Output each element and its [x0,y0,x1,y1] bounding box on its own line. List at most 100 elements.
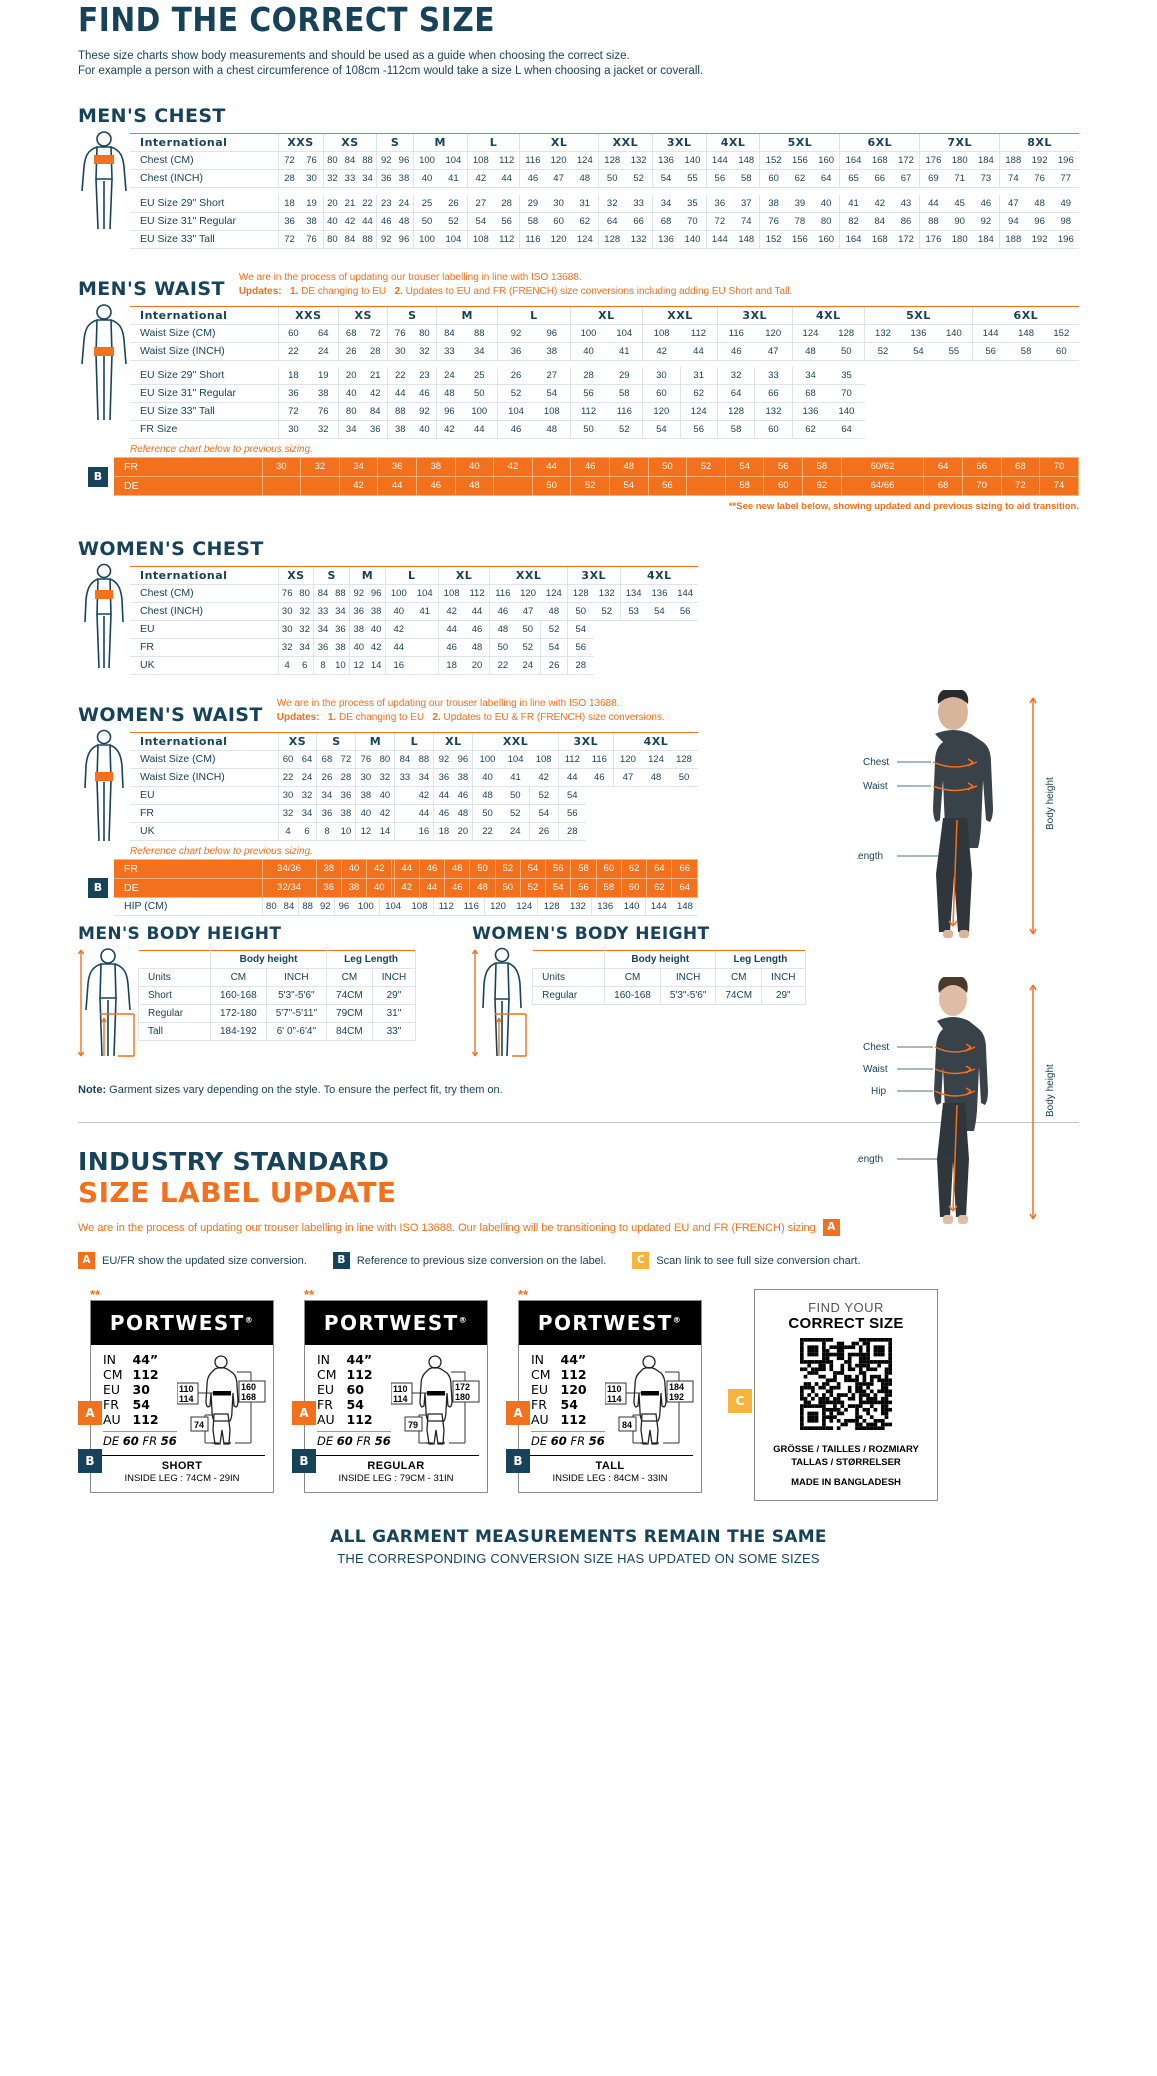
table-cell: 40 [384,602,412,621]
reference-cell: 60 [763,476,804,496]
column-header: XL [433,732,473,751]
womens-waist-update-1-num: 1. [327,712,337,723]
reference-cell: 56 [545,859,572,879]
table-cell: 140 [679,151,707,170]
table-cell: 92 [972,212,1000,231]
female-waist-label: Waist [863,1064,888,1075]
table-cell: 136 [651,151,680,170]
bh-cell: 29" [761,986,806,1005]
table-cell: 31 [679,367,718,385]
label-figure: 110 114 172 180 79 [390,1353,487,1449]
label-size-table: IN 44” CM 112 EU 60 FR 54 AU 112 [317,1353,373,1428]
table-cell: 52 [625,169,653,188]
bh-empty-cell [532,950,606,969]
table-cell: 33 [754,367,793,385]
table-cell: 172 [892,151,920,170]
table-cell: 28 [363,342,388,361]
reference-cell: 34/36 [261,859,317,879]
table-cell: 14 [375,822,395,841]
table-cell: 29 [519,194,546,213]
female-hip-label: Hip [871,1086,886,1097]
reference-cell: 34 [338,457,379,477]
table-cell: 46 [433,804,454,823]
table-cell: 120 [515,584,541,603]
reference-cell [493,476,533,496]
table-cell: 50 [828,342,865,361]
reference-cell: 48 [454,476,495,496]
table-cell: 55 [936,342,973,361]
bh-cell: 5'3"-5'6" [659,986,717,1005]
table-cell: 76 [355,750,376,769]
table-cell: 20 [453,822,473,841]
table-cell: 36 [277,212,301,231]
label-previous-sizing: DE 60 FR 56 [103,1431,177,1448]
chip-a: A [78,1252,95,1269]
column-header: International [130,732,278,751]
table-cell: 64 [812,169,840,188]
svg-text:79: 79 [408,1420,418,1430]
label-size-row: CM 112 [317,1368,373,1383]
table-row: Waist Size (INCH) 22 24 26 28 30 32 33 34 36 38 40 4… [130,768,698,787]
table-cell: 58 [606,384,643,403]
reference-cell: 48 [608,457,649,477]
column-header: M [436,305,498,325]
label-size-row: IN 44” [103,1353,159,1368]
table-cell: 120 [545,230,572,249]
table-cell: 128 [598,151,626,170]
row-label: FR Size [130,420,278,439]
column-header: 4XL [705,133,760,152]
reference-cell: 72 [1000,476,1041,496]
label-chip-a: A [78,1401,102,1425]
table-cell: 144 [705,151,734,170]
table-cell: 8 [313,656,332,675]
table-cell [411,620,439,639]
table-cell: 96 [436,402,462,421]
table-cell: 160 [812,151,840,170]
table-cell: 128 [828,324,865,343]
table-row: Chest (INCH) 30 32 33 34 36 38 40 41 42 44 46 47 48 50… [130,602,698,621]
table-cell: 54 [566,620,594,639]
table-cell: 56 [971,342,1009,361]
label-size-row: AU 112 [317,1413,373,1428]
table-cell: 76 [300,151,324,170]
table-cell: 100 [472,750,502,769]
column-header: International [130,305,278,325]
label-size-row: EU 30 [103,1383,159,1398]
table-cell: 104 [411,584,439,603]
reference-cell [686,476,726,496]
table-cell: 46 [464,620,490,639]
table-cell: 136 [591,898,619,916]
table-row: EU 30 32 34 36 38 40 42 44 46 48 50 52 54 [130,786,698,805]
registered-mark-icon: ® [672,1315,683,1325]
table-cell: 132 [754,402,793,421]
table-cell: 41 [411,602,439,621]
table-cell: 168 [866,230,893,249]
table-cell: 96 [395,151,414,170]
table-cell: 6 [297,822,317,841]
table-cell: 52 [540,620,568,639]
column-header: 6XL [839,133,920,152]
male-height-figure-icon [77,944,138,1062]
label-size-key: IN [103,1352,117,1367]
qr-code-icon[interactable] [800,1338,892,1435]
reference-cell: 38 [415,457,456,477]
portwest-logo: PORTWEST® [323,1311,469,1335]
column-header: 5XL [759,133,840,152]
table-cell: 44 [919,194,947,213]
table-cell: 88 [358,151,377,170]
table-cell: 47 [754,342,793,361]
portwest-logo: PORTWEST® [109,1311,255,1335]
table-cell: 104 [440,151,468,170]
table-cell: 78 [786,212,813,231]
column-header: 4XL [612,732,698,751]
label-chip-b: B [78,1449,102,1473]
label-card-stars: ** [518,1287,529,1302]
table-cell: 76 [387,324,413,343]
label-chip-b: B [506,1449,530,1473]
bh-unit-cell: Units [532,968,606,987]
table-cell: 116 [606,402,643,421]
table-cell: 77 [1052,169,1079,188]
table-cell: 19 [308,367,339,385]
label-chip-b: B [292,1449,316,1473]
